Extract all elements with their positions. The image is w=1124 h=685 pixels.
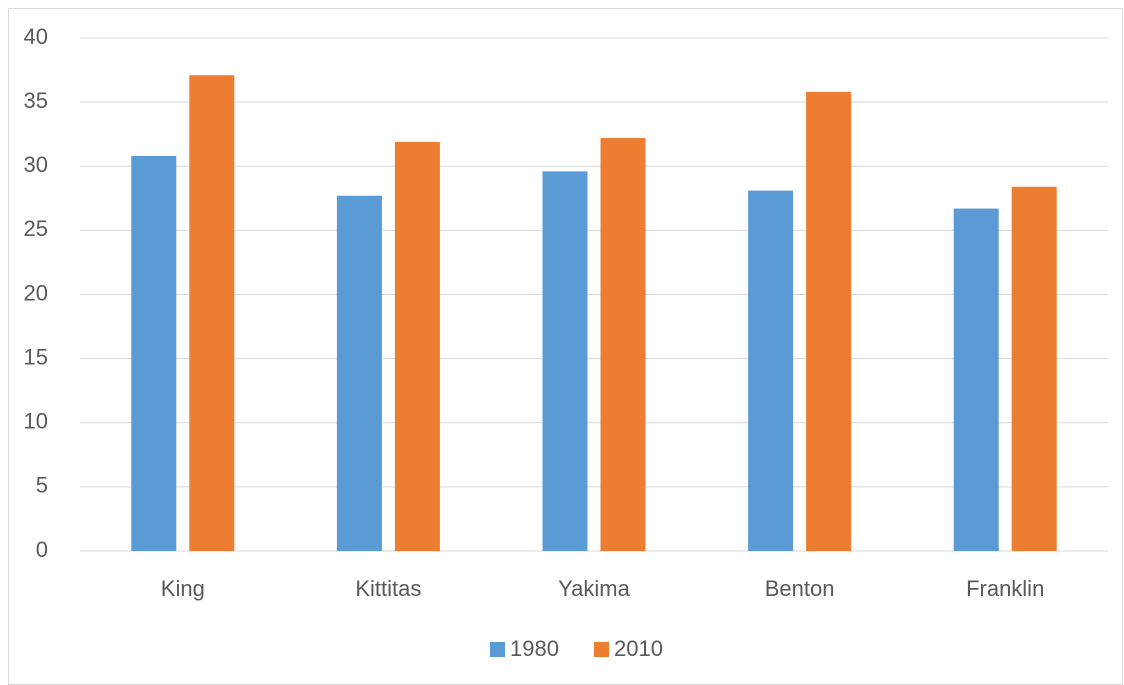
- bar: [394, 141, 440, 551]
- x-tick-label: King: [161, 576, 205, 601]
- bar: [336, 195, 382, 551]
- y-tick-label: 10: [24, 409, 48, 434]
- y-tick-label: 5: [36, 473, 48, 498]
- bar: [600, 138, 646, 551]
- bar: [806, 91, 852, 552]
- legend-swatch: [594, 642, 609, 657]
- y-tick-label: 0: [36, 537, 48, 562]
- y-tick-label: 25: [24, 216, 48, 241]
- bar: [953, 208, 999, 551]
- x-tick-label: Benton: [765, 576, 835, 601]
- legend-label: 2010: [614, 636, 663, 661]
- y-tick-label: 30: [24, 152, 48, 177]
- x-tick-label: Franklin: [966, 576, 1044, 601]
- x-tick-label: Yakima: [558, 576, 630, 601]
- bar: [542, 171, 588, 551]
- y-tick-label: 40: [24, 24, 48, 49]
- y-tick-label: 35: [24, 88, 48, 113]
- y-tick-label: 20: [24, 280, 48, 305]
- bar: [131, 155, 177, 552]
- bar: [1011, 186, 1057, 551]
- legend-swatch: [490, 642, 505, 657]
- y-tick-label: 15: [24, 344, 48, 369]
- legend-label: 1980: [510, 636, 559, 661]
- x-tick-label: Kittitas: [355, 576, 421, 601]
- bar: [189, 75, 235, 551]
- bar: [748, 190, 794, 551]
